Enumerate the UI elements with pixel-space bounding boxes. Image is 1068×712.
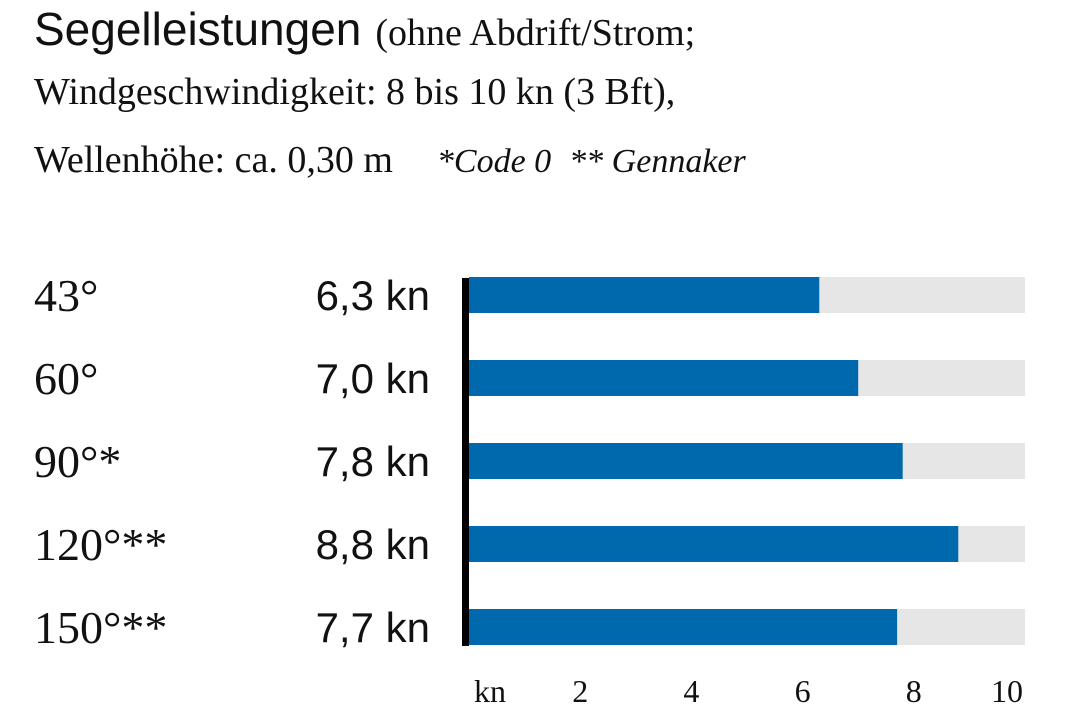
wave-height-line: Wellenhöhe: ca. 0,30 m *Code 0 ** Gennaker (34, 126, 1064, 196)
bar (469, 443, 903, 479)
data-label: 7,7 kn (316, 604, 430, 651)
data-label: 6,3 kn (316, 272, 430, 319)
category-label: 90°* (34, 436, 121, 487)
title-conditions: (ohne Abdrift/Strom; (375, 12, 696, 54)
data-label: 8,8 kn (316, 521, 430, 568)
chart-title: Segelleistungen (34, 3, 362, 55)
y-axis-line (462, 278, 469, 646)
wave-height-text: Wellenhöhe: ca. 0,30 m (34, 139, 393, 181)
footnotes: *Code 0 ** Gennaker (437, 143, 746, 180)
bar (469, 277, 820, 313)
tick-label: 6 (795, 673, 811, 709)
category-label: 43° (34, 270, 98, 321)
tick-label: 4 (683, 673, 699, 709)
bar (469, 360, 859, 396)
bar (469, 526, 959, 562)
bar (469, 609, 898, 645)
category-label: 60° (34, 353, 98, 404)
x-unit-label: kn (474, 673, 506, 709)
category-label: 120°** (34, 519, 167, 570)
title-line: Segelleistungen (ohne Abdrift/Strom; (34, 0, 1064, 58)
note-gennaker: ** Gennaker (569, 143, 746, 180)
category-label: 150°** (34, 602, 167, 653)
tick-label: 10 (991, 673, 1023, 709)
tick-label: 2 (572, 673, 588, 709)
wind-speed-line: Windgeschwindigkeit: 8 bis 10 kn (3 Bft)… (34, 71, 676, 113)
chart-header: Segelleistungen (ohne Abdrift/Strom; Wind… (34, 0, 1064, 196)
data-label: 7,8 kn (316, 438, 430, 485)
data-label: 7,0 kn (316, 355, 430, 402)
note-code0: *Code 0 (436, 143, 552, 180)
tick-label: 8 (906, 673, 922, 709)
